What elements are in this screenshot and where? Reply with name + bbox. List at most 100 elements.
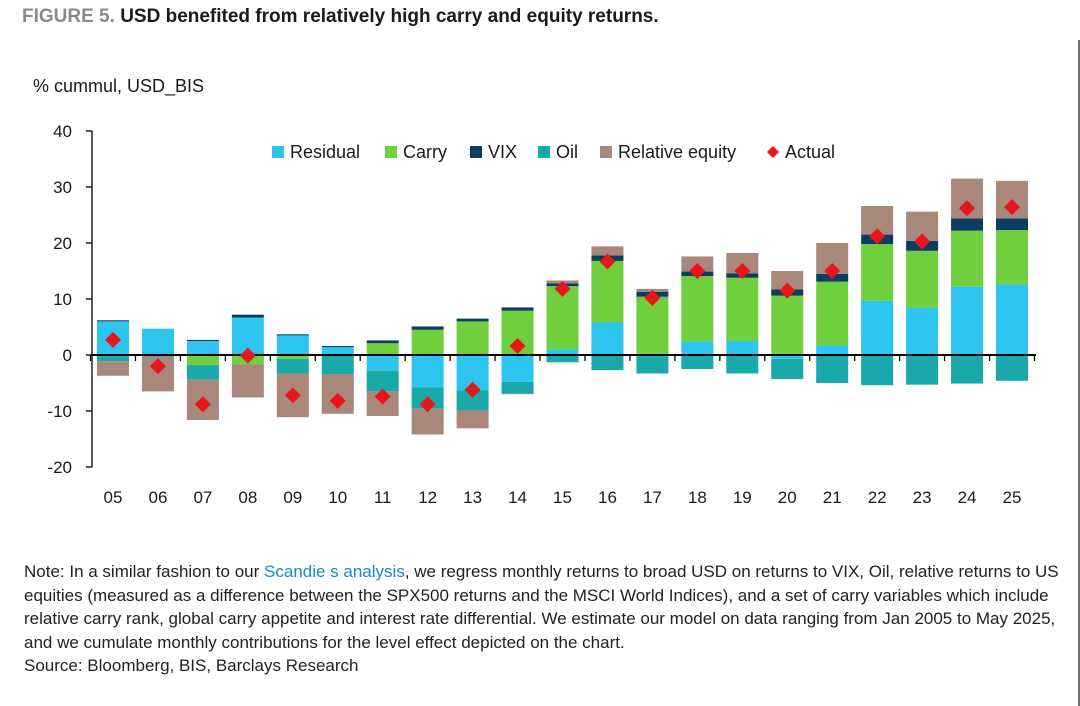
actual-point	[239, 347, 256, 364]
bar-segment-relative-equity	[501, 393, 534, 395]
bar-segment-residual	[816, 345, 849, 355]
bar-segment-oil	[636, 356, 669, 374]
bar-segment-oil	[276, 358, 309, 374]
bar-segment-residual	[321, 347, 354, 355]
bar-segment-oil	[951, 355, 984, 384]
actual-point	[869, 228, 886, 245]
legend-swatch-relative-equity	[600, 146, 612, 158]
x-tick-label: 20	[778, 488, 797, 507]
figure-title-text: USD benefited from relatively high carry…	[120, 6, 659, 27]
figure-title: FIGURE 5. USD benefited from relatively …	[22, 6, 659, 28]
bar-segment-residual	[501, 355, 534, 382]
bar-segment-carry	[456, 321, 489, 355]
bar-segment-residual	[951, 286, 984, 355]
actual-point	[779, 282, 796, 299]
figure-label: FIGURE 5.	[22, 6, 115, 27]
x-tick-label: 25	[1003, 488, 1022, 507]
legend-swatch-oil	[538, 146, 550, 158]
actual-point	[194, 396, 211, 413]
y-tick-label: 20	[53, 234, 72, 253]
bar-segment-carry	[276, 355, 309, 359]
y-tick-label: 0	[63, 346, 72, 365]
x-tick-label: 17	[643, 488, 662, 507]
bar-segment-carry	[996, 230, 1028, 285]
y-tick-label: 10	[53, 290, 72, 309]
actual-point	[554, 280, 571, 297]
bar-segment-carry	[726, 277, 759, 341]
bar-segment-residual	[276, 335, 309, 355]
bar-segment-relative-equity	[97, 361, 129, 376]
bar-segment-residual	[546, 349, 579, 355]
bar-segment-residual	[726, 341, 759, 355]
bar-segment-oil	[456, 390, 489, 411]
bar-segment-oil	[321, 355, 354, 375]
actual-point	[509, 338, 526, 355]
x-tick-label: 09	[283, 488, 302, 507]
actual-point	[1004, 199, 1020, 216]
bar-segment-oil	[906, 355, 939, 385]
x-tick-label: 10	[328, 488, 347, 507]
legend-swatch-actual	[767, 146, 779, 158]
bar-segment-residual	[141, 328, 174, 355]
x-tick-label: 19	[733, 488, 752, 507]
x-tick-label: 07	[193, 488, 212, 507]
bar-segment-carry	[186, 355, 219, 366]
bar-segment-vix	[456, 318, 489, 322]
bar-segment-residual	[996, 284, 1028, 355]
bar-segment-residual	[861, 300, 894, 355]
x-tick-label: 16	[598, 488, 617, 507]
actual-point	[329, 392, 346, 409]
x-tick-label: 08	[238, 488, 257, 507]
bar-segment-oil	[996, 355, 1028, 381]
x-tick-label: 23	[913, 488, 932, 507]
bar-segment-vix	[231, 314, 264, 318]
note-text-start: Note: In a similar fashion to our	[24, 562, 265, 581]
bar-segment-residual	[591, 322, 624, 355]
x-tick-label: 22	[868, 488, 887, 507]
legend-label: Oil	[556, 142, 578, 162]
bar-segment-carry	[771, 295, 804, 355]
x-tick-label: 06	[148, 488, 167, 507]
legend-label: Residual	[290, 142, 360, 162]
bar-segment-residual	[681, 341, 714, 355]
bar-segment-oil	[501, 381, 534, 394]
x-tick-label: 15	[553, 488, 572, 507]
x-tick-label: 21	[823, 488, 842, 507]
x-tick-label: 11	[374, 488, 392, 507]
bar-segment-relative-equity	[771, 271, 804, 290]
bar-segment-residual	[906, 307, 939, 355]
actual-point	[374, 388, 391, 405]
bar-segment-carry	[681, 276, 714, 342]
actual-point	[599, 253, 616, 270]
bar-segment-carry	[906, 250, 939, 308]
actual-point	[149, 358, 166, 375]
actual-point	[959, 200, 976, 217]
bar-segment-oil	[186, 365, 219, 380]
bar-segment-vix	[276, 334, 309, 336]
legend-label: Relative equity	[618, 142, 736, 162]
bar-segment-carry	[951, 230, 984, 287]
bar-segment-oil	[97, 356, 129, 362]
y-tick-label: 30	[53, 178, 72, 197]
bar-segment-relative-equity	[456, 410, 489, 429]
actual-point	[914, 233, 931, 250]
x-tick-label: 05	[104, 488, 123, 507]
source-line: Source: Bloomberg, BIS, Barclays Researc…	[24, 656, 359, 675]
actual-point	[689, 263, 706, 279]
scandie-analysis-link[interactable]: Scandie s analysis	[264, 562, 405, 581]
x-tick-label: 24	[958, 488, 977, 507]
x-tick-label: 12	[418, 488, 437, 507]
legend-label: Carry	[403, 142, 447, 162]
bar-segment-vix	[501, 307, 534, 311]
actual-point	[419, 396, 436, 413]
bar-segment-oil	[681, 355, 714, 369]
legend-label: VIX	[488, 142, 517, 162]
bar-segment-relative-equity	[591, 246, 624, 256]
bar-segment-vix	[186, 339, 219, 341]
bar-segment-oil	[861, 355, 894, 386]
bar-segment-vix	[996, 218, 1028, 231]
bar-segment-carry	[591, 260, 624, 323]
note-text-end: , we regress monthly returns to broad US…	[24, 562, 1059, 652]
actual-point	[105, 331, 121, 348]
x-tick-label: 18	[688, 488, 707, 507]
